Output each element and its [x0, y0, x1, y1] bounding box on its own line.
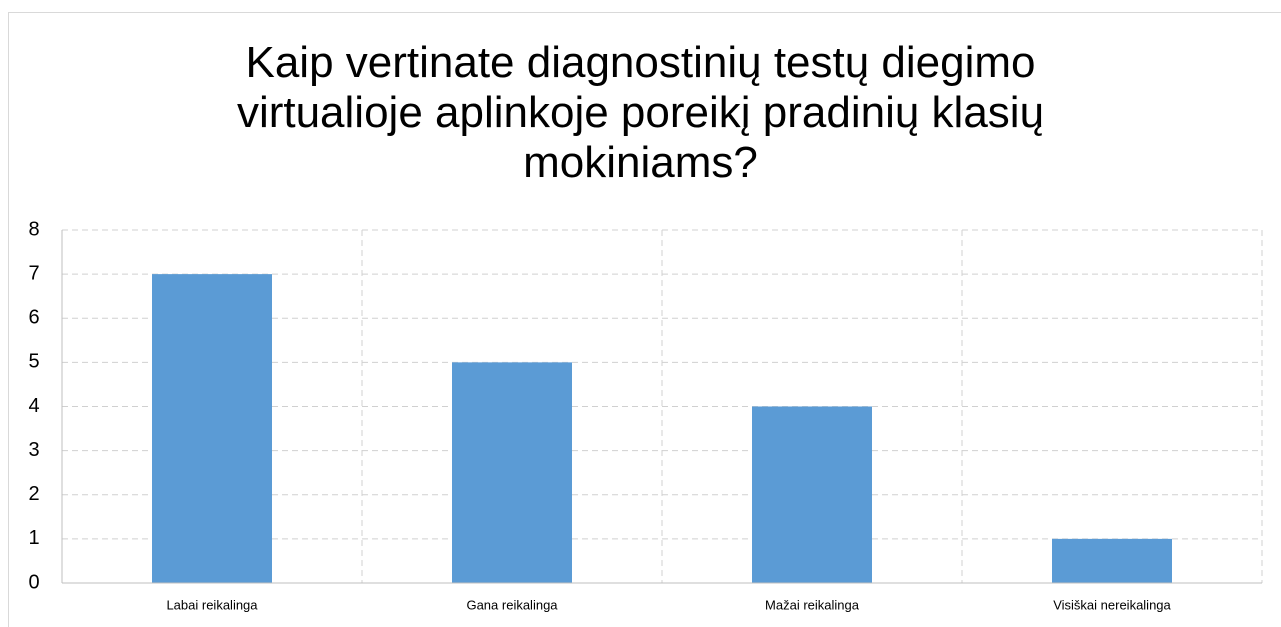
- x-tick-label: Mažai reikalinga: [765, 597, 860, 612]
- chart-title: Kaip vertinate diagnostinių testų diegim…: [236, 38, 1045, 187]
- y-tick-label: 6: [28, 307, 39, 329]
- y-tick-label: 8: [28, 218, 39, 240]
- chart-border: [8, 12, 1281, 627]
- bar: [752, 406, 872, 583]
- x-tick-label: Gana reikalinga: [466, 597, 558, 612]
- bar: [152, 274, 272, 583]
- y-tick-label: 1: [28, 527, 39, 549]
- y-tick-label: 2: [28, 483, 39, 505]
- bar: [1052, 538, 1172, 583]
- y-tick-label: 3: [28, 439, 39, 461]
- bar: [452, 362, 572, 583]
- y-tick-label: 4: [28, 395, 39, 417]
- y-tick-label: 0: [28, 571, 39, 593]
- x-tick-label: Visiškai nereikalinga: [1053, 597, 1171, 612]
- y-tick-label: 5: [28, 351, 39, 373]
- y-tick-label: 7: [28, 262, 39, 284]
- x-tick-label: Labai reikalinga: [166, 597, 258, 612]
